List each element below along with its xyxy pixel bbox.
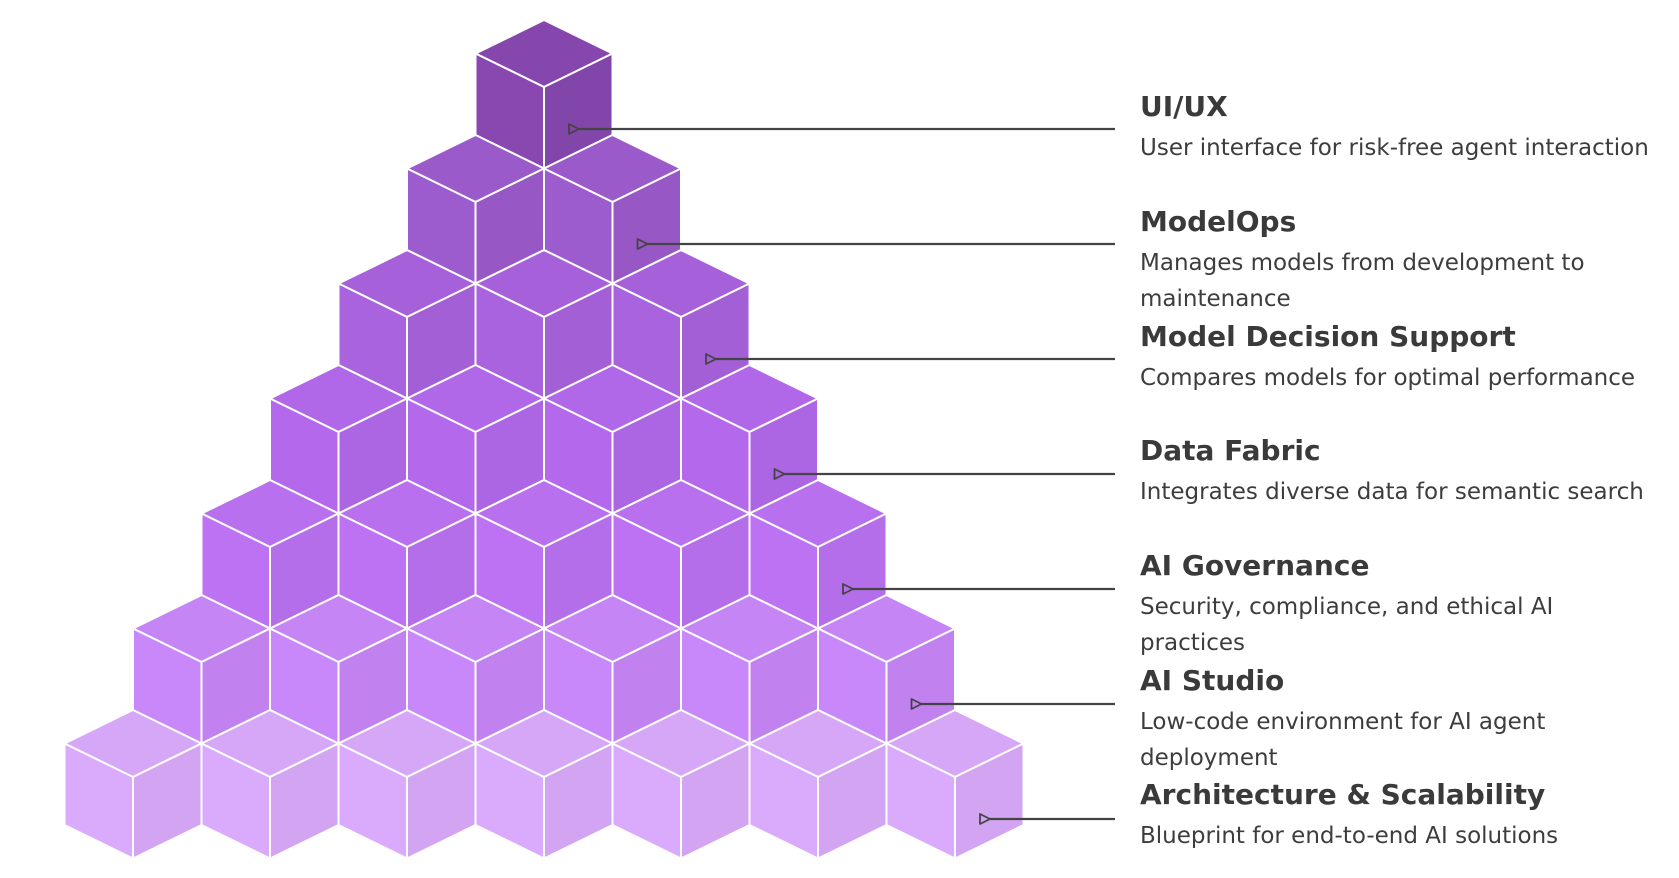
layer-title: UI/UX [1140, 90, 1228, 123]
cube-right-face [954, 742, 1025, 860]
cube [406, 134, 545, 285]
layer-3: Data Fabric Integrates diverse data for … [1140, 434, 1660, 510]
layer-1: ModelOps Manages models from development… [1140, 205, 1660, 317]
layer-arrows [568, 123, 1115, 825]
cube [474, 249, 614, 400]
layer-title: ModelOps [1140, 205, 1297, 238]
cube [337, 709, 477, 860]
layer-4: AI Governance Security, compliance, and … [1140, 549, 1660, 661]
cube [337, 479, 477, 630]
cube [611, 709, 751, 860]
cube [543, 594, 682, 745]
layer-title: AI Governance [1140, 549, 1370, 582]
cube [200, 479, 340, 630]
cube [474, 19, 614, 170]
layer-2: Model Decision Support Compares models f… [1140, 320, 1660, 396]
cube [132, 594, 271, 745]
layer-description: Blueprint for end-to-end AI solutions [1140, 823, 1559, 849]
layer-title: AI Studio [1140, 664, 1285, 697]
cube [269, 594, 408, 745]
cube [817, 594, 956, 745]
cube [474, 709, 614, 860]
layer-5: AI Studio Low-code environment for AI ag… [1140, 664, 1660, 776]
layer-6: Architecture & Scalability Blueprint for… [1140, 778, 1660, 854]
cube [611, 479, 751, 630]
cube [200, 709, 340, 860]
cube [543, 134, 682, 285]
layer-0: UI/UX User interface for risk-free agent… [1140, 90, 1660, 166]
cube [885, 709, 1025, 860]
layer-description: Compares models for optimal performance [1140, 365, 1636, 391]
layer-description: Low-code environment for AI agent deploy… [1140, 709, 1546, 771]
cube-pyramid [63, 19, 1025, 860]
cube [269, 364, 408, 515]
layer-title: Model Decision Support [1140, 320, 1516, 353]
cube [337, 249, 477, 400]
layer-title: Data Fabric [1140, 434, 1321, 467]
cube [474, 479, 614, 630]
cube [406, 364, 545, 515]
layer-description: User interface for risk-free agent inter… [1140, 135, 1649, 161]
layer-description: Integrates diverse data for semantic sea… [1140, 479, 1644, 505]
layer-description: Security, compliance, and ethical AI pra… [1140, 594, 1554, 656]
cube [543, 364, 682, 515]
cube [63, 709, 203, 860]
cube [680, 594, 819, 745]
cube [748, 709, 888, 860]
layer-description: Manages models from development to maint… [1140, 250, 1585, 312]
layer-title: Architecture & Scalability [1140, 778, 1546, 811]
